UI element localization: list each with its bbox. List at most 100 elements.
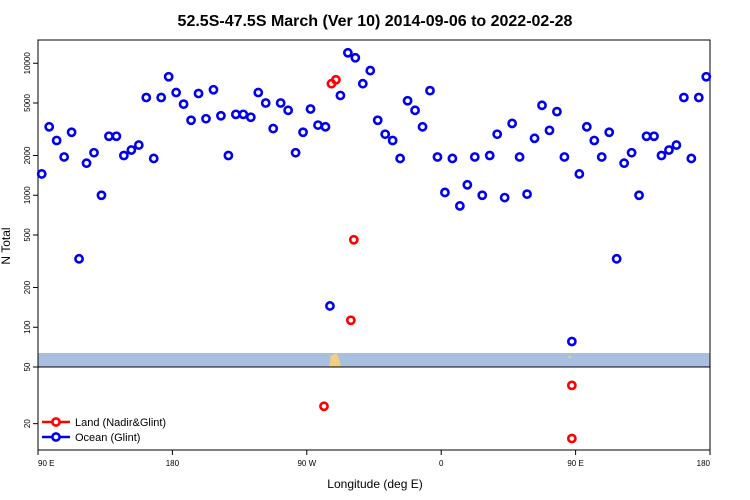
main-panel xyxy=(37,39,711,368)
ocean-point xyxy=(350,52,361,63)
legend-label: Ocean (Glint) xyxy=(75,432,140,444)
ocean-point xyxy=(544,125,555,136)
x-tick-label: 90 E xyxy=(567,459,583,468)
ocean-point xyxy=(44,121,55,132)
ocean-point xyxy=(186,115,196,126)
ocean-point xyxy=(417,121,428,132)
legend-marker xyxy=(51,432,61,442)
ocean-point xyxy=(104,131,114,142)
ocean-point xyxy=(477,190,488,201)
legend: Land (Nadir&Glint) Ocean (Glint) xyxy=(42,417,166,444)
land-ocean-strip xyxy=(38,353,710,367)
ocean-point xyxy=(664,145,674,155)
ocean-point xyxy=(522,189,532,200)
ocean-point xyxy=(492,129,503,140)
land-point xyxy=(348,234,359,245)
y-tick-label: 100 xyxy=(23,320,32,334)
legend-label: Land (Nadir&Glint) xyxy=(75,417,166,429)
ocean-point xyxy=(425,85,435,96)
ocean-point xyxy=(462,179,473,190)
ocean-point xyxy=(148,153,159,164)
ocean-point xyxy=(335,90,346,101)
ocean-point xyxy=(432,152,443,162)
ocean-point xyxy=(574,169,585,179)
ocean-point xyxy=(365,65,376,76)
ocean-point xyxy=(74,253,84,264)
ocean-point xyxy=(604,127,615,138)
land-speck xyxy=(568,355,571,359)
ocean-point xyxy=(171,87,182,98)
ocean-point xyxy=(566,336,577,347)
ocean-point xyxy=(372,115,383,126)
y-axis-label: N Total xyxy=(0,227,13,264)
x-tick-label: 0 xyxy=(439,459,444,468)
ocean-point xyxy=(454,201,465,211)
x-tick-label: 180 xyxy=(697,459,711,468)
x-tick-label: 90 W xyxy=(297,459,316,468)
legend-marker xyxy=(51,417,61,427)
ocean-point xyxy=(141,92,152,103)
ocean-point xyxy=(537,100,547,111)
ocean-point xyxy=(51,135,62,146)
y-tick-label: 200 xyxy=(23,280,32,294)
ocean-point xyxy=(469,152,480,162)
ocean-point xyxy=(223,150,234,161)
y-axis: 10000 5000 2000 1000 500 200 100 50 20 xyxy=(23,52,38,428)
ocean-point xyxy=(59,152,70,162)
ocean-point xyxy=(581,121,592,132)
lower-land-point xyxy=(566,380,577,391)
chart-title: 52.5S-47.5S March (Ver 10) 2014-09-06 to… xyxy=(178,13,573,30)
ocean-point xyxy=(201,113,211,124)
y-tick-label: 10000 xyxy=(23,52,32,75)
ocean-point xyxy=(484,150,495,161)
ocean-point xyxy=(529,133,540,144)
ocean-point xyxy=(208,84,219,95)
ocean-point xyxy=(596,152,607,162)
ocean-point xyxy=(559,152,570,162)
x-tick-label: 180 xyxy=(166,459,180,468)
y-tick-label-lower: 20 xyxy=(23,419,32,428)
ocean-point xyxy=(656,150,667,161)
ocean-point xyxy=(230,109,241,120)
lower-panel-frame xyxy=(37,366,711,451)
land-patch xyxy=(329,353,342,367)
y-tick-label: 2000 xyxy=(23,146,32,164)
lower-land-point xyxy=(566,433,577,444)
ocean-point xyxy=(163,71,174,82)
ocean-point xyxy=(238,109,249,120)
y-tick-label: 5000 xyxy=(23,94,32,112)
ocean-point xyxy=(133,140,144,150)
ocean-point xyxy=(342,47,353,58)
ocean-point xyxy=(178,99,189,110)
ocean-point xyxy=(552,106,562,117)
land-point xyxy=(331,74,341,85)
ocean-point xyxy=(245,112,256,123)
ocean-point xyxy=(268,123,279,134)
ocean-point xyxy=(649,131,659,142)
ocean-point xyxy=(305,104,316,114)
ocean-point xyxy=(641,131,652,142)
x-tick-label: 90 E xyxy=(38,459,54,468)
main-panel-frame xyxy=(37,39,711,368)
ocean-point xyxy=(313,120,323,130)
ocean-point xyxy=(589,135,600,146)
ocean-point xyxy=(701,71,712,82)
ocean-point xyxy=(634,190,644,201)
ocean-point xyxy=(290,147,301,158)
ocean-point xyxy=(126,145,137,155)
ocean-point xyxy=(325,301,335,311)
ocean-point xyxy=(36,169,47,179)
land-point xyxy=(345,315,356,326)
ocean-point xyxy=(118,150,129,161)
ocean-point xyxy=(320,121,331,132)
ocean-point xyxy=(260,98,271,108)
y-tick-label: 500 xyxy=(23,228,32,242)
ocean-point xyxy=(216,110,226,121)
ocean-point xyxy=(156,92,167,103)
ocean-point xyxy=(447,153,458,164)
ocean-point xyxy=(253,87,264,98)
ocean-point xyxy=(89,147,99,158)
ocean-point xyxy=(395,153,406,164)
ocean-point xyxy=(693,92,704,103)
